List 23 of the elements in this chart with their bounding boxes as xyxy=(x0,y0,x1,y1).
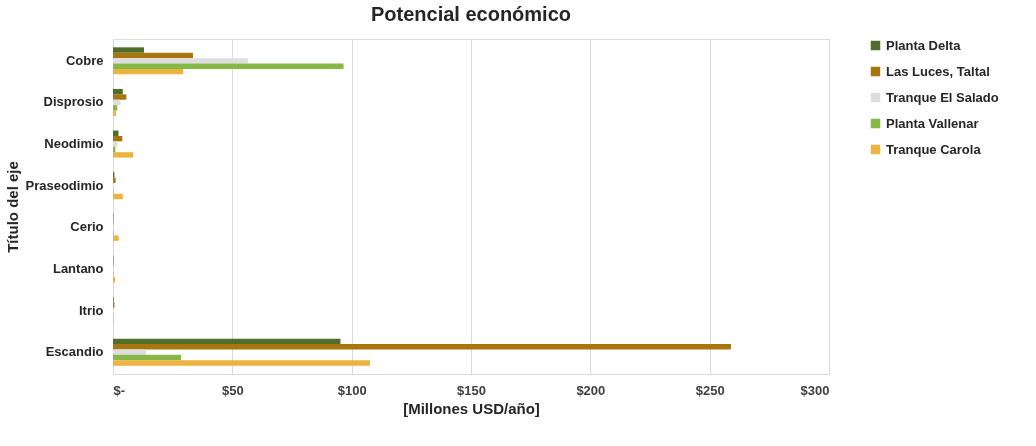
x-tick-label: $100 xyxy=(337,382,367,398)
legend-label: Tranque Carola xyxy=(886,141,982,157)
x-axis-title: [Millones USD/año] xyxy=(403,399,540,417)
y-tick-label: Neodimio xyxy=(44,136,104,152)
y-tick-label: Disprosio xyxy=(43,94,104,110)
y-tick-label: Praseodimio xyxy=(25,177,104,193)
y-tick-label: Lantano xyxy=(52,260,104,276)
y-tick-label: Cobre xyxy=(65,52,104,68)
x-tick-label: $- xyxy=(113,382,126,398)
x-tick-label: $150 xyxy=(457,382,486,398)
x-tick-label: $50 xyxy=(221,382,244,398)
y-axis-title: Título del eje xyxy=(4,161,22,253)
x-tick-label: $200 xyxy=(576,382,606,398)
y-tick-label: Itrio xyxy=(78,302,104,318)
legend-label: Planta Vallenar xyxy=(886,115,979,131)
chart-title: Potencial económico xyxy=(370,3,572,25)
legend-label: Planta Delta xyxy=(886,37,962,53)
x-tick-label: $300 xyxy=(800,382,830,398)
legend-label: Las Luces, Taltal xyxy=(886,63,990,79)
x-tick-label: $250 xyxy=(695,382,725,398)
legend-label: Tranque El Salado xyxy=(886,89,999,105)
y-tick-label: Cerio xyxy=(70,219,104,235)
y-tick-label: Escandio xyxy=(45,344,104,360)
